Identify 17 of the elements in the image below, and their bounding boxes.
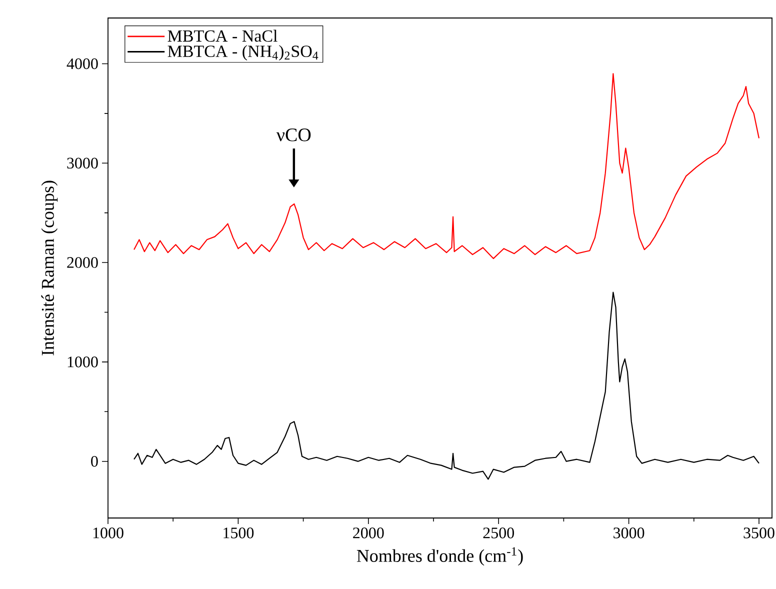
y-tick-label: 2000 bbox=[67, 257, 98, 268]
annotation: νCO bbox=[276, 128, 311, 142]
line-series bbox=[133, 73, 760, 260]
legend-label: MBTCA - NaCl bbox=[168, 30, 278, 42]
y-tick-label: 3000 bbox=[67, 158, 98, 169]
x-tick-label: 1000 bbox=[93, 528, 124, 538]
x-axis-title: Nombres d'onde (cm$^{-1}$) bbox=[356, 547, 523, 566]
y-tick-label: 4000 bbox=[66, 58, 98, 70]
y-tick-label: 1000 bbox=[68, 356, 98, 368]
x-tick-label: 3500 bbox=[744, 528, 774, 538]
legend-label: MBTCA - (NH$_{4}$)$_{2}$SO$_{4}$ bbox=[168, 45, 318, 61]
x-tick-label: 3000 bbox=[614, 528, 644, 538]
y-tick-label: 0 bbox=[91, 456, 98, 467]
x-tick-label: 2000 bbox=[353, 528, 384, 538]
x-tick-label: 1500 bbox=[224, 528, 254, 538]
y-axis-title: Intensité Raman (coups) bbox=[41, 180, 58, 356]
x-tick-label: 2500 bbox=[483, 528, 514, 538]
